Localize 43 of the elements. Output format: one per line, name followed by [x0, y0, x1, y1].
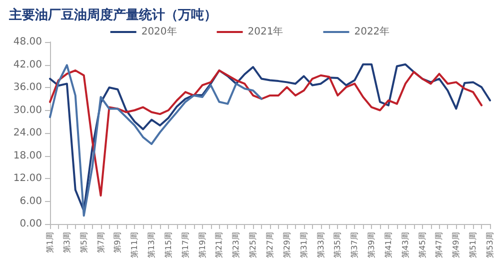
x-tick-label: 第11周	[130, 232, 140, 258]
x-tick-label: 第41周	[384, 232, 393, 258]
x-tick-label: 第35周	[333, 232, 342, 258]
line-series	[49, 69, 483, 197]
line-series	[49, 64, 263, 217]
y-tick-label: 24.00	[13, 128, 42, 138]
x-tick-label: 第15周	[164, 232, 173, 258]
x-tick-label: 第49周	[452, 232, 461, 258]
x-tick-label: 第45周	[418, 232, 427, 258]
legend-label: 2022年	[354, 26, 390, 38]
x-tick-label: 第3周	[62, 232, 72, 254]
chart-title: 主要油厂豆油周度产量统计（万吨）	[8, 7, 217, 23]
x-tick-label: 第9周	[113, 232, 122, 254]
x-tick-label: 第53周	[486, 232, 494, 258]
x-tick-label: 第17周	[180, 232, 190, 258]
x-tick-label: 第23周	[232, 232, 241, 258]
x-tick-label: 第13周	[147, 232, 156, 258]
x-tick-label: 第47周	[434, 232, 444, 258]
y-tick-label: 0.00	[20, 218, 42, 230]
y-tick-label: 48.00	[13, 36, 42, 48]
x-tick-label: 第25周	[248, 232, 258, 258]
x-tick-label: 第39周	[367, 232, 376, 258]
y-tick-label: 6.00	[20, 196, 42, 207]
x-tick-label: 第31周	[299, 232, 308, 258]
line-series	[49, 63, 491, 212]
x-tick-label: 第33周	[316, 232, 326, 258]
legend-label: 2021年	[248, 26, 284, 38]
x-tick-label: 第21周	[214, 232, 224, 258]
x-tick-label: 第37周	[350, 232, 360, 258]
x-tick-label: 第27周	[266, 232, 274, 258]
x-tick-label: 第1周	[46, 232, 54, 254]
x-tick-label: 第51周	[468, 232, 478, 258]
y-tick-label: 30.00	[13, 104, 42, 116]
y-tick-label: 36.00	[13, 82, 42, 93]
legend-label: 2020年	[141, 26, 177, 38]
x-tick-label: 第5周	[79, 232, 88, 254]
x-tick-label: 第19周	[198, 232, 207, 258]
y-tick-label: 42.00	[13, 59, 42, 70]
x-tick-label: 第7周	[96, 232, 106, 254]
x-tick-label: 第29周	[282, 232, 292, 258]
y-tick-label: 18.00	[13, 150, 42, 162]
y-tick-label: 12.00	[13, 173, 42, 184]
x-tick-label: 第43周	[400, 232, 410, 258]
